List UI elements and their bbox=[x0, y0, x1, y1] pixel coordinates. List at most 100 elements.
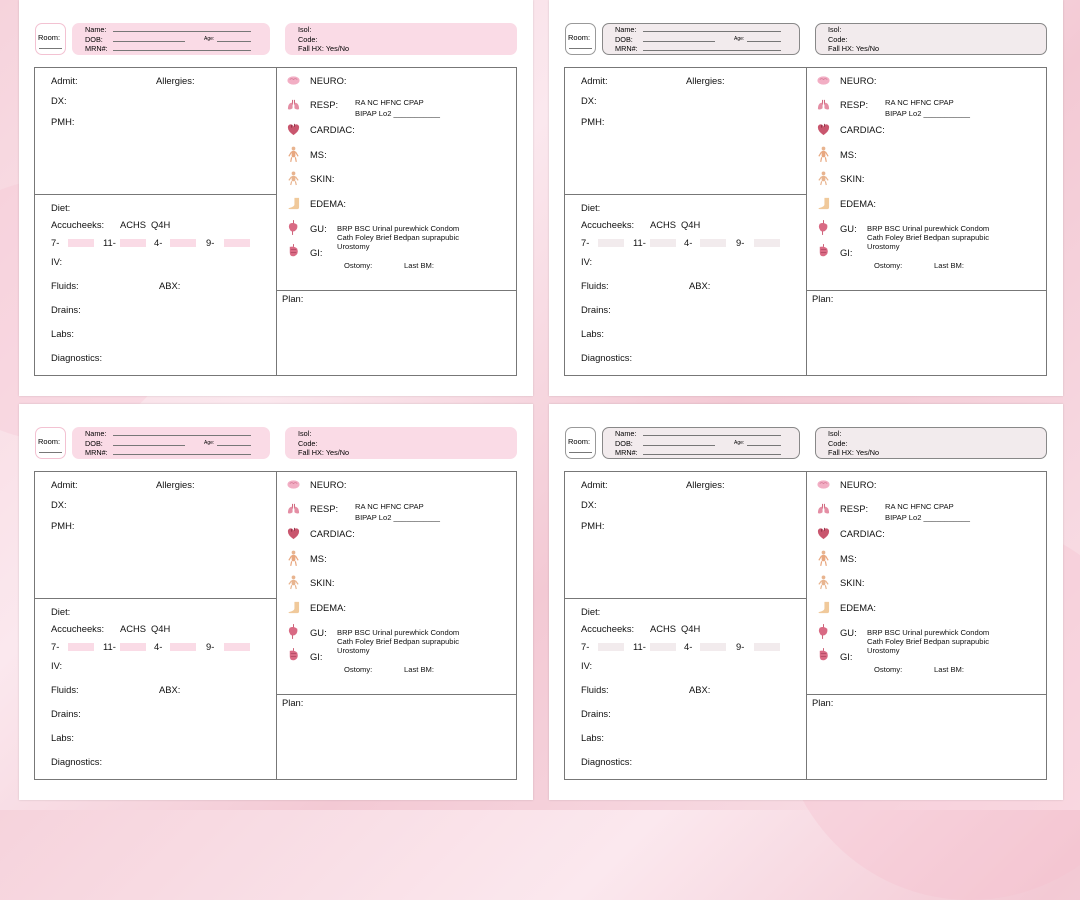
time-4-label: 4- bbox=[684, 641, 693, 652]
name-label: Name: bbox=[85, 25, 107, 34]
column-divider bbox=[806, 68, 807, 375]
name-line[interactable] bbox=[643, 31, 781, 32]
admit-label: Admit: bbox=[581, 479, 608, 490]
room-box[interactable]: Room: bbox=[565, 427, 596, 459]
plan-label: Plan: bbox=[812, 293, 834, 304]
resp-options-row1: RA NC HFNC CPAP bbox=[355, 502, 424, 511]
age-label: Age: bbox=[734, 439, 745, 446]
name-line[interactable] bbox=[113, 435, 251, 436]
code-label: Code: bbox=[298, 438, 318, 448]
isol-label: Isol: bbox=[298, 25, 312, 34]
diagnostics-label: Diagnostics: bbox=[581, 756, 633, 767]
gi-label: GI: bbox=[310, 651, 323, 662]
mrn-label: MRN#: bbox=[615, 448, 638, 457]
cardiac-label: CARDIAC: bbox=[310, 528, 355, 539]
left-section-divider bbox=[565, 194, 806, 195]
neuro-label: NEURO: bbox=[310, 479, 347, 490]
dob-line[interactable] bbox=[643, 444, 715, 446]
time-9-field[interactable] bbox=[754, 643, 780, 651]
dob-label: DOB: bbox=[615, 438, 633, 448]
right-section-divider bbox=[806, 290, 1046, 291]
room-box[interactable]: Room: bbox=[35, 23, 66, 55]
time-7-field[interactable] bbox=[68, 239, 94, 247]
drains-label: Drains: bbox=[51, 304, 81, 315]
code-label: Code: bbox=[828, 438, 848, 448]
kidney-icon bbox=[818, 624, 828, 639]
age-line[interactable] bbox=[217, 444, 251, 446]
mrn-label: MRN#: bbox=[85, 44, 108, 53]
skin-label: SKIN: bbox=[310, 577, 335, 588]
time-11-field[interactable] bbox=[650, 239, 676, 247]
q4h-label: Q4H bbox=[151, 623, 171, 634]
time-4-field[interactable] bbox=[170, 239, 196, 247]
foot-icon bbox=[288, 197, 300, 210]
time-4-field[interactable] bbox=[700, 643, 726, 651]
gu-options-row2: Cath Foley Brief Bedpan suprapubic bbox=[867, 233, 989, 242]
name-label: Name: bbox=[85, 429, 107, 438]
stomach-icon bbox=[819, 648, 828, 661]
time-11-field[interactable] bbox=[650, 643, 676, 651]
resp-label: RESP: bbox=[840, 99, 869, 110]
time-7-label: 7- bbox=[51, 641, 60, 652]
time-9-field[interactable] bbox=[224, 643, 250, 651]
age-line[interactable] bbox=[747, 40, 781, 42]
room-label: Room: bbox=[568, 437, 591, 446]
time-11-field[interactable] bbox=[120, 239, 146, 247]
time-4-field[interactable] bbox=[170, 643, 196, 651]
gu-options-row1: BRP BSC Urinal purewhick Condom bbox=[337, 628, 460, 637]
skeleton-icon bbox=[288, 550, 299, 567]
code-label: Code: bbox=[298, 34, 318, 44]
room-box[interactable]: Room: bbox=[35, 427, 66, 459]
edema-label: EDEMA: bbox=[840, 602, 876, 613]
diet-label: Diet: bbox=[51, 606, 71, 617]
age-line[interactable] bbox=[747, 444, 781, 446]
report-body: Admit: Allergies: DX: PMH: Diet: Accuche… bbox=[564, 471, 1047, 780]
brain-icon bbox=[817, 480, 830, 489]
time-7-field[interactable] bbox=[68, 643, 94, 651]
ostomy-label: Ostomy: bbox=[874, 261, 903, 270]
edema-label: EDEMA: bbox=[840, 198, 876, 209]
last-bm-label: Last BM: bbox=[934, 261, 964, 270]
gi-label: GI: bbox=[840, 651, 853, 662]
neuro-label: NEURO: bbox=[840, 479, 877, 490]
neuro-label: NEURO: bbox=[310, 75, 347, 86]
diagnostics-label: Diagnostics: bbox=[51, 756, 103, 767]
last-bm-label: Last BM: bbox=[404, 261, 434, 270]
drains-label: Drains: bbox=[581, 304, 611, 315]
name-label: Name: bbox=[615, 25, 637, 34]
dob-line[interactable] bbox=[113, 444, 185, 446]
left-section-divider bbox=[35, 598, 276, 599]
mrn-line[interactable] bbox=[643, 454, 781, 455]
isol-label: Isol: bbox=[828, 429, 842, 438]
room-line bbox=[39, 452, 62, 453]
mrn-line[interactable] bbox=[113, 50, 251, 51]
q4h-label: Q4H bbox=[151, 219, 171, 230]
body-skin-icon bbox=[288, 575, 299, 590]
time-9-field[interactable] bbox=[754, 239, 780, 247]
time-11-field[interactable] bbox=[120, 643, 146, 651]
admit-label: Admit: bbox=[51, 479, 78, 490]
time-4-field[interactable] bbox=[700, 239, 726, 247]
dob-line[interactable] bbox=[643, 40, 715, 42]
room-line bbox=[569, 452, 592, 453]
gu-options-row1: BRP BSC Urinal purewhick Condom bbox=[337, 224, 460, 233]
mrn-line[interactable] bbox=[643, 50, 781, 51]
ostomy-label: Ostomy: bbox=[344, 261, 373, 270]
age-line[interactable] bbox=[217, 40, 251, 42]
time-7-field[interactable] bbox=[598, 239, 624, 247]
mrn-label: MRN#: bbox=[615, 44, 638, 53]
dob-line[interactable] bbox=[113, 40, 185, 42]
time-7-field[interactable] bbox=[598, 643, 624, 651]
name-line[interactable] bbox=[113, 31, 251, 32]
dx-label: DX: bbox=[51, 499, 67, 510]
name-line[interactable] bbox=[643, 435, 781, 436]
labs-label: Labs: bbox=[581, 732, 604, 743]
time-9-field[interactable] bbox=[224, 239, 250, 247]
room-box[interactable]: Room: bbox=[565, 23, 596, 55]
time-11-label: 11- bbox=[103, 641, 116, 652]
isolation-box: Isol: Code: Fall HX: Yes/No bbox=[815, 23, 1047, 55]
heart-icon bbox=[287, 527, 300, 540]
dx-label: DX: bbox=[581, 499, 597, 510]
heart-icon bbox=[817, 123, 830, 136]
mrn-line[interactable] bbox=[113, 454, 251, 455]
